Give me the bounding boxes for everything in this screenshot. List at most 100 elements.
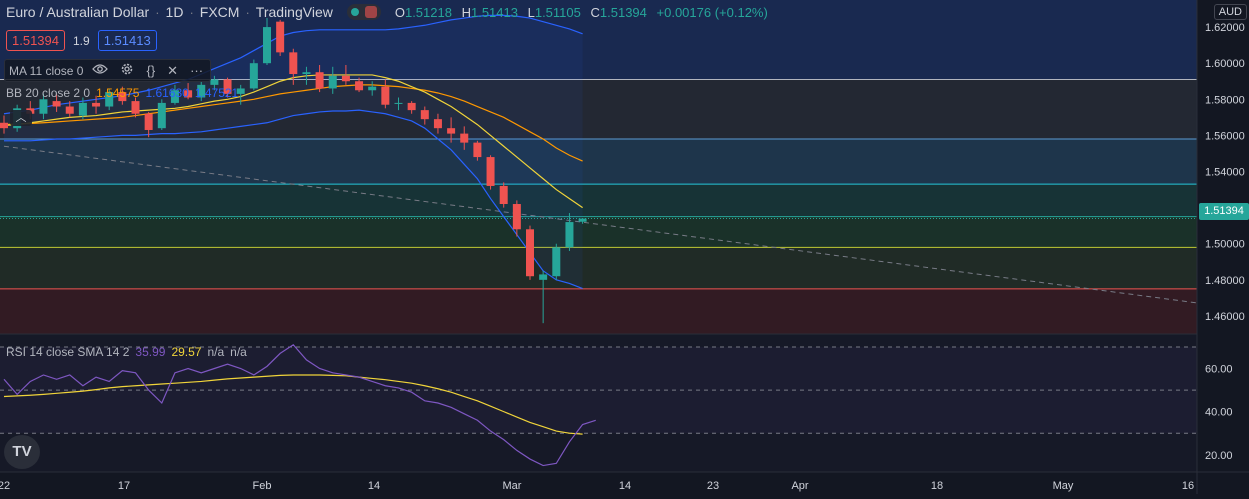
separator-dot: · <box>155 4 160 20</box>
candle-body <box>460 133 469 143</box>
price-tick-label: 1.56000 <box>1205 130 1245 142</box>
rsi-legend[interactable]: RSI 14 close SMA 14 2 35.99 29.57 n/a n/… <box>6 345 247 359</box>
rsi-tick-label: 40.00 <box>1205 407 1233 419</box>
candle-body <box>486 157 495 186</box>
bb-lower-line <box>4 109 583 290</box>
high-label: H <box>461 4 471 20</box>
rsi-tick-label: 60.00 <box>1205 364 1233 376</box>
candle-body <box>210 79 219 85</box>
price-tick-label: 1.58000 <box>1205 94 1245 106</box>
candle-body <box>78 102 87 116</box>
rsi-sma-value: 29.57 <box>171 345 202 359</box>
price-axis-bg <box>1197 0 1249 494</box>
candle-body <box>223 79 232 94</box>
price-tick-label: 1.60000 <box>1205 58 1245 70</box>
time-tick-label: 18 <box>931 480 943 492</box>
rsi-extra-1: n/a <box>207 345 225 359</box>
rsi-tick-label: 20.00 <box>1205 450 1233 462</box>
candle-body <box>328 75 337 89</box>
currency-selector[interactable]: AUD <box>1213 4 1247 20</box>
bb-upper-line <box>3 14 583 115</box>
spread-value: 1.9 <box>73 33 90 48</box>
time-tick-label: Apr <box>791 480 808 492</box>
low-label: L <box>527 4 535 20</box>
price-zone <box>0 139 1197 185</box>
change-value: +0.00176 (+0.12%) <box>656 4 768 20</box>
candle-body <box>578 218 587 222</box>
price-zone <box>0 216 1197 248</box>
open-value: 1.51218 <box>404 4 452 20</box>
close-icon[interactable]: ✕ <box>167 62 179 78</box>
price-tick-label: 1.54000 <box>1205 167 1245 179</box>
rsi-extra-2: n/a <box>230 345 247 359</box>
candle-body <box>447 128 456 134</box>
candle-body <box>526 229 534 277</box>
candle-body <box>552 247 561 277</box>
candle-body <box>170 90 179 103</box>
chevron-up-icon[interactable]: ︿ <box>10 110 32 126</box>
candle-body <box>65 106 74 114</box>
candle-body <box>118 92 127 102</box>
candle-body <box>184 90 193 98</box>
buy-button[interactable]: 1.51413 <box>97 30 157 51</box>
candle-body <box>157 102 166 129</box>
sell-button[interactable]: 1.51394 <box>6 30 65 51</box>
price-tick-label: 1.46000 <box>1205 311 1245 323</box>
price-zone <box>0 184 1197 217</box>
low-value: 1.51105 <box>534 4 581 20</box>
high-value: 1.51413 <box>470 4 518 20</box>
rsi-pane-bg <box>0 334 1197 472</box>
rsi-value: 35.99 <box>135 345 166 359</box>
time-tick-label: 22 <box>0 480 10 492</box>
candle-body <box>0 122 8 129</box>
symbol-name[interactable]: Euro / Australian Dollar <box>6 4 150 20</box>
candle-body <box>289 52 298 75</box>
market-status-toggle[interactable] <box>346 4 381 20</box>
ma-name[interactable]: MA 11 close 0 <box>9 63 84 78</box>
time-tick-label: 14 <box>619 480 631 492</box>
candle-body <box>381 86 390 105</box>
bb-fill <box>4 15 583 289</box>
chart-header: Euro / Australian Dollar · 1D · FXCM · T… <box>6 4 774 20</box>
candle-body <box>565 222 574 248</box>
price-tick-label: 1.48000 <box>1205 275 1245 287</box>
candle-body <box>407 102 416 111</box>
open-label: O <box>394 4 405 20</box>
candle-body <box>236 88 245 94</box>
candle-body <box>315 72 324 89</box>
eye-icon[interactable] <box>89 63 111 78</box>
price-zone <box>0 247 1197 289</box>
braces-icon[interactable]: {} <box>146 63 156 78</box>
candle-body <box>52 101 61 107</box>
candle-body <box>197 84 206 98</box>
candle-body <box>539 274 548 280</box>
candle-body <box>263 27 271 64</box>
rsi-sma-line <box>3 374 583 435</box>
candle-body <box>105 92 114 107</box>
rsi-name[interactable]: RSI 14 close SMA 14 2 <box>6 345 130 359</box>
time-tick-label: Mar <box>503 480 522 492</box>
bb-upper-value: 1.61630 <box>145 86 189 100</box>
candle-body <box>302 72 311 75</box>
tradingview-logo[interactable]: TV <box>4 435 40 469</box>
candle-body <box>512 204 521 230</box>
close-value: 1.51394 <box>599 4 647 20</box>
bb-basis-line <box>3 84 583 162</box>
bb-name[interactable]: BB 20 close 2 0 <box>6 86 91 100</box>
time-tick-label: 16 <box>1182 480 1194 492</box>
candle-body <box>131 101 140 114</box>
source-label: TradingView <box>255 4 333 20</box>
market-closed-icon <box>364 6 377 18</box>
candle-body <box>341 75 350 82</box>
candle-body <box>394 102 403 104</box>
ma-legend[interactable]: MA 11 close 0 {} ✕ ··· <box>4 59 212 82</box>
gear-icon[interactable] <box>117 62 137 79</box>
candle-body <box>276 21 285 53</box>
trade-buttons: 1.51394 1.9 1.51413 <box>6 30 157 51</box>
more-icon[interactable]: ··· <box>190 63 204 78</box>
candle-body <box>39 99 48 114</box>
interval-label[interactable]: 1D <box>165 4 184 20</box>
bb-legend[interactable]: BB 20 close 2 0 1.54575 1.61630 1.47521 <box>6 86 238 100</box>
